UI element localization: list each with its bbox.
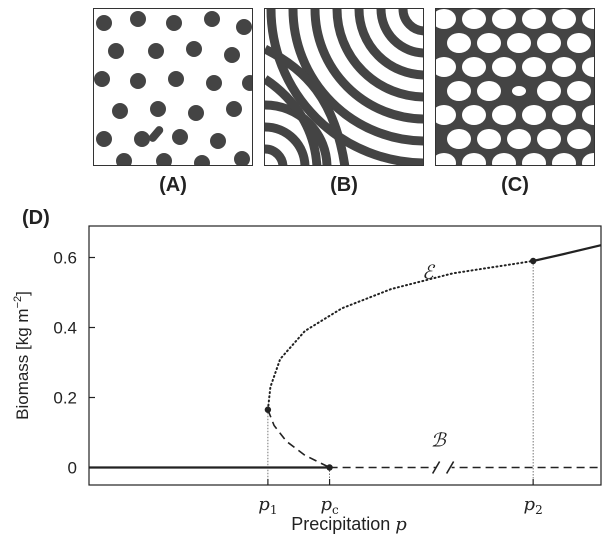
spot-mark — [224, 47, 240, 63]
spot-mark — [204, 11, 220, 27]
spot-mark — [166, 15, 182, 31]
gap-mark — [582, 57, 594, 77]
pattern-panel-stripes — [264, 8, 424, 166]
gap-mark — [477, 81, 501, 101]
spot-mark — [134, 131, 150, 147]
spot-mark — [188, 105, 204, 121]
branch-annotation: ℰ — [422, 262, 436, 284]
y-tick-label: 0 — [68, 459, 77, 478]
y-tick-label: 0.2 — [53, 389, 77, 408]
gap-mark — [462, 153, 486, 165]
gap-mark — [447, 33, 471, 53]
gap-mark — [492, 9, 516, 29]
y-tick-label: 0.4 — [53, 319, 77, 338]
branch-annotation: ℬ — [431, 430, 448, 452]
gap-mark — [462, 9, 486, 29]
spot-mark — [172, 129, 188, 145]
gap-mark — [582, 105, 594, 125]
gap-mark — [436, 57, 456, 77]
panel-label-d: (D) — [22, 207, 50, 229]
gap-mark — [582, 153, 594, 165]
y-tick-label: 0.6 — [53, 249, 77, 268]
spot-mark — [94, 71, 110, 87]
gap-mark — [582, 9, 594, 29]
spot-mark — [150, 101, 166, 117]
gap-mark — [522, 153, 546, 165]
y-axis-label: Biomass [kg m−2] — [12, 291, 32, 420]
gap-mark — [537, 129, 561, 149]
gap-mark — [447, 129, 471, 149]
spot-mark — [148, 43, 164, 59]
gap-mark — [522, 105, 546, 125]
spot-mark — [148, 126, 164, 142]
spot-mark — [96, 131, 112, 147]
spot-mark — [210, 133, 226, 149]
gap-mark — [552, 57, 576, 77]
gap-mark — [462, 57, 486, 77]
spot-mark — [242, 75, 252, 91]
gap-mark — [512, 86, 526, 96]
x-axis-label: Precipitation p — [291, 514, 407, 535]
spot-mark — [186, 41, 202, 57]
pattern-panel-spots — [93, 8, 253, 166]
x-tick-label: p2 — [524, 494, 543, 517]
stripes-pattern-image — [265, 9, 423, 165]
spot-mark — [194, 155, 210, 165]
bifurcation-point — [529, 257, 537, 265]
bifurcation-point — [264, 406, 272, 413]
spot-mark — [130, 73, 146, 89]
gap-mark — [477, 129, 501, 149]
gap-mark — [492, 57, 516, 77]
gap-mark — [436, 9, 456, 29]
pattern-panel-gaps — [435, 8, 595, 166]
bifurcation-point — [326, 464, 333, 471]
gap-mark — [492, 105, 516, 125]
spot-mark — [96, 15, 112, 31]
spot-mark — [168, 71, 184, 87]
spot-mark — [116, 153, 132, 165]
spot-mark — [156, 153, 172, 165]
plot-frame — [88, 225, 602, 486]
gap-mark — [447, 81, 471, 101]
stripe-mark — [265, 44, 350, 165]
gap-mark — [507, 33, 531, 53]
gap-mark — [436, 153, 456, 165]
spots-pattern-image — [94, 9, 252, 165]
spot-mark — [206, 75, 222, 91]
gap-mark — [477, 33, 501, 53]
gap-mark — [537, 81, 561, 101]
axis-break-gap — [435, 463, 452, 472]
gap-mark — [522, 9, 546, 29]
gap-mark — [552, 9, 576, 29]
gap-mark — [567, 81, 591, 101]
x-tick-label: p1 — [258, 494, 277, 517]
spot-mark — [130, 11, 146, 27]
gap-mark — [552, 153, 576, 165]
gap-mark — [567, 129, 591, 149]
gaps-pattern-image — [436, 9, 594, 165]
panel-label-c: (C) — [501, 174, 529, 196]
spot-mark — [108, 43, 124, 59]
dotted-branch-line — [266, 260, 535, 411]
spot-mark — [226, 101, 242, 117]
spot-mark — [112, 103, 128, 119]
gap-mark — [462, 105, 486, 125]
gap-mark — [567, 33, 591, 53]
spot-mark — [236, 19, 252, 35]
axis-break-mark — [445, 461, 455, 474]
gap-mark — [522, 57, 546, 77]
dashed-branch-line — [267, 409, 330, 469]
gap-mark — [552, 105, 576, 125]
gap-mark — [507, 129, 531, 149]
axis-break-mark — [431, 461, 441, 474]
gap-mark — [537, 33, 561, 53]
gap-mark — [492, 153, 516, 165]
solid-branch-line — [532, 244, 602, 263]
gap-mark — [436, 105, 456, 125]
panel-label-b: (B) — [330, 174, 358, 196]
spot-mark — [234, 151, 250, 165]
stripe-mark — [265, 75, 322, 165]
panel-label-a: (A) — [159, 174, 187, 196]
